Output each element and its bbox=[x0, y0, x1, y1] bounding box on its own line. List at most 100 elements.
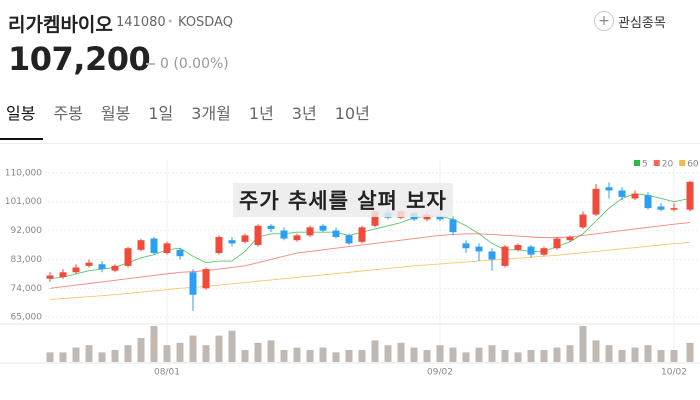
legend-label: 5 bbox=[642, 160, 648, 170]
y-tick-label: 92,000 bbox=[11, 226, 43, 236]
volume-bar bbox=[306, 350, 314, 362]
market: KOSDAQ bbox=[178, 15, 233, 30]
divider bbox=[0, 143, 700, 144]
volume-bar bbox=[241, 350, 249, 362]
legend-label: 20 bbox=[662, 160, 674, 170]
candle-body bbox=[163, 243, 171, 254]
volume-bar bbox=[449, 347, 457, 362]
volume-bar bbox=[371, 340, 379, 362]
volume-bar bbox=[202, 345, 210, 362]
candle-body bbox=[462, 243, 470, 249]
volume-bar bbox=[137, 338, 145, 362]
volume-bar bbox=[384, 345, 392, 362]
candle-body bbox=[527, 246, 535, 255]
period-tab[interactable]: 1일 bbox=[148, 104, 174, 123]
candle-body bbox=[332, 230, 340, 237]
volume-bar bbox=[59, 352, 67, 362]
volume-bar bbox=[540, 350, 548, 362]
x-tick-label: 10/02 bbox=[661, 368, 687, 378]
candle-body bbox=[124, 248, 132, 266]
volume-bar bbox=[592, 340, 600, 362]
price-change: 0 (0.00%) bbox=[146, 56, 229, 72]
legend-swatch bbox=[653, 160, 660, 166]
candle-body bbox=[215, 236, 223, 254]
volume-bar bbox=[462, 352, 470, 362]
candle-body bbox=[176, 249, 184, 257]
candle-body bbox=[150, 238, 158, 254]
volume-bar bbox=[150, 326, 158, 362]
y-tick-label: 65,000 bbox=[11, 313, 43, 323]
volume-bar bbox=[254, 342, 262, 362]
candle-body bbox=[254, 225, 262, 246]
y-tick-label: 110,000 bbox=[5, 168, 42, 178]
volume-bar bbox=[436, 345, 444, 362]
candle-body bbox=[540, 248, 548, 255]
stock-code: 141080 bbox=[116, 15, 166, 30]
candle-body bbox=[686, 181, 694, 210]
volume-bar bbox=[566, 345, 574, 362]
plus-icon: + bbox=[594, 11, 614, 31]
volume-bar bbox=[670, 350, 678, 362]
candle-body bbox=[358, 227, 366, 242]
y-tick-label: 101,000 bbox=[5, 197, 42, 207]
candle-body bbox=[618, 190, 626, 197]
volume-bar bbox=[397, 342, 405, 362]
period-tab[interactable]: 10년 bbox=[334, 104, 370, 123]
volume-bar bbox=[189, 335, 197, 362]
period-tab[interactable]: 3개월 bbox=[191, 104, 231, 123]
volume-bar bbox=[228, 330, 236, 362]
volume-bar bbox=[686, 342, 694, 362]
candle-body bbox=[501, 246, 509, 266]
candle-body bbox=[345, 235, 353, 244]
moving-average bbox=[49, 193, 691, 280]
volume-bar bbox=[85, 345, 93, 362]
volume-bar bbox=[475, 347, 483, 362]
candle-body bbox=[605, 187, 613, 191]
candle-body bbox=[553, 238, 561, 249]
volume-bar bbox=[98, 352, 106, 362]
volume-bar bbox=[631, 347, 639, 362]
volume-bar bbox=[618, 350, 626, 362]
volume-bar bbox=[605, 345, 613, 362]
candle-body bbox=[280, 230, 288, 239]
candle-body bbox=[306, 227, 314, 236]
period-tab[interactable]: 주봉 bbox=[53, 104, 83, 123]
volume-bar bbox=[345, 350, 353, 362]
volume-bar bbox=[163, 345, 171, 362]
volume-bar bbox=[267, 340, 275, 362]
candle-body bbox=[111, 265, 119, 271]
stock-name: 리가켐바이오 bbox=[8, 14, 113, 36]
volume-bar bbox=[111, 350, 119, 362]
candle-body bbox=[267, 225, 275, 229]
period-tab[interactable]: 월봉 bbox=[100, 104, 131, 123]
candle-body bbox=[72, 267, 80, 273]
volume-bar bbox=[423, 350, 431, 362]
candle-body bbox=[514, 245, 522, 250]
candle-body bbox=[449, 219, 457, 233]
volume-bar bbox=[72, 347, 80, 362]
volume-bar bbox=[280, 350, 288, 362]
volume-bar bbox=[514, 352, 522, 362]
volume-bar bbox=[46, 352, 54, 362]
y-tick-label: 83,000 bbox=[11, 255, 43, 265]
volume-bar bbox=[488, 345, 496, 362]
period-tab[interactable]: 일봉 bbox=[0, 100, 44, 140]
period-tab[interactable]: 1년 bbox=[248, 104, 274, 123]
watch-label: 관심종목 bbox=[618, 15, 666, 31]
candle-body bbox=[85, 262, 93, 266]
candle-body bbox=[670, 208, 678, 210]
watch-button[interactable]: + 관심종목 bbox=[594, 11, 666, 31]
price: 107,200 bbox=[8, 40, 151, 78]
annotation: 주가 추세를 살펴 보자 bbox=[233, 183, 453, 217]
volume-bar bbox=[319, 347, 327, 362]
volume-bar bbox=[332, 352, 340, 362]
candle-body bbox=[644, 195, 652, 209]
candle-body bbox=[228, 240, 236, 244]
moving-average bbox=[49, 222, 691, 289]
volume-bar bbox=[553, 347, 561, 362]
period-tab[interactable]: 3년 bbox=[291, 104, 317, 123]
candle-body bbox=[241, 235, 249, 242]
legend-swatch bbox=[679, 160, 686, 166]
candle-body bbox=[475, 246, 483, 252]
